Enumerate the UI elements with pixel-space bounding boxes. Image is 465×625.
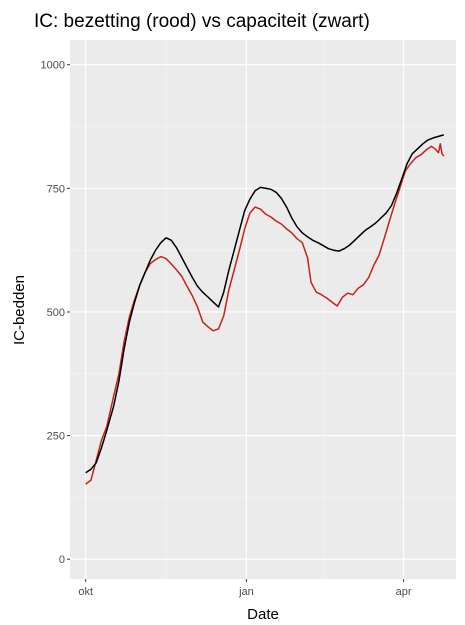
y-tick-label: 750 [47,183,65,195]
y-tick-label: 500 [47,307,65,319]
y-axis-title: IC-bedden [11,275,28,345]
x-tick-label: okt [78,586,93,598]
x-axis-ticks: okt jan apr [78,579,412,598]
x-tick-label: apr [396,586,412,598]
x-tick-label: jan [238,586,254,598]
series-line-bezetting [85,143,445,485]
chart-title: IC: bezetting (rood) vs capaciteit (zwar… [34,11,370,32]
y-tick-label: 250 [47,431,65,443]
plot-panel [70,40,456,579]
series-line-capaciteit [85,134,445,474]
y-tick-label: 0 [59,554,65,566]
y-tick-label: 1000 [41,60,65,72]
x-axis-title: Date [247,606,279,623]
y-axis-ticks: 0 250 500 750 1000 [41,60,70,566]
major-gridlines [70,40,456,579]
series-lines [85,134,445,485]
minor-gridlines [70,40,456,579]
